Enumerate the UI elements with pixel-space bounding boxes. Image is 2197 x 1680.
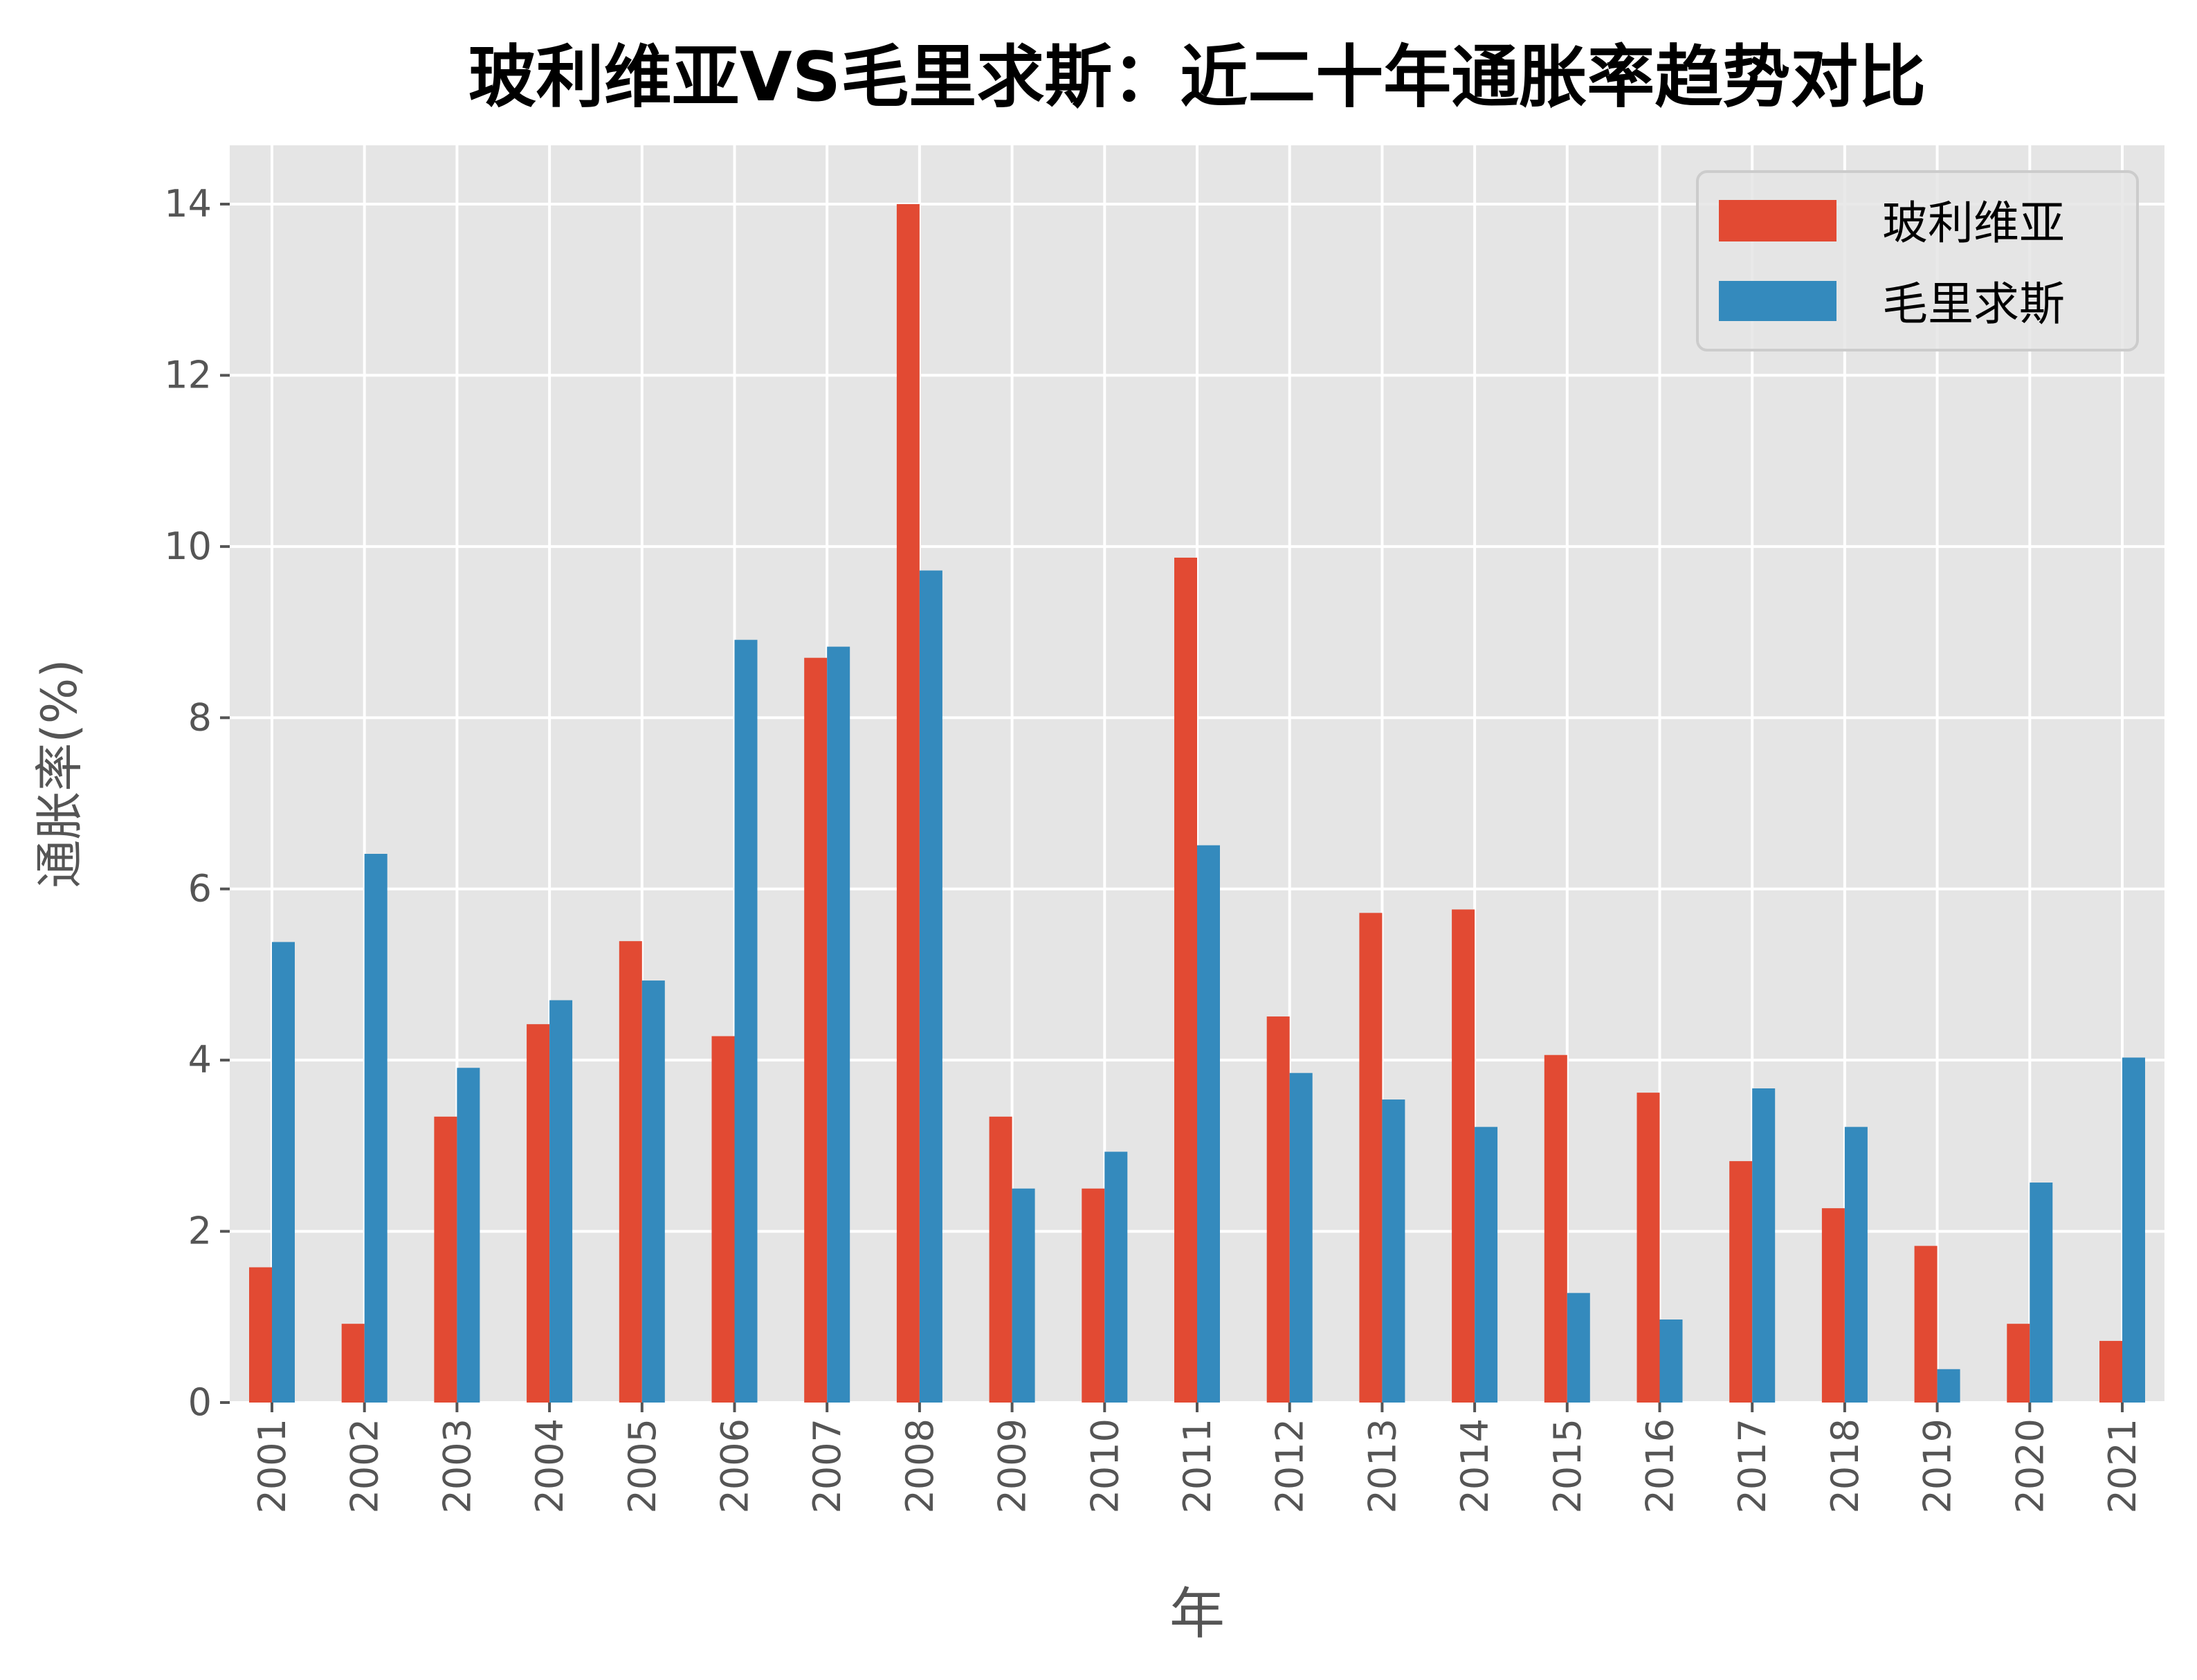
x-tick-label: 2001 — [250, 1418, 294, 1513]
bar-bolivia-2004 — [527, 1024, 550, 1403]
bar-bolivia-2014 — [1452, 909, 1475, 1403]
bar-bolivia-2007 — [804, 657, 828, 1403]
y-tick-label: 8 — [188, 695, 212, 739]
x-tick-label: 2003 — [435, 1418, 479, 1513]
x-tick-label: 2012 — [1268, 1418, 1312, 1513]
bar-bolivia-2001 — [249, 1267, 272, 1403]
legend-label-bolivia: 玻利维亚 — [1882, 197, 2065, 250]
chart-title: 玻利维亚VS毛里求斯：近二十年通胀率趋势对比 — [468, 38, 1926, 117]
bar-bolivia-2011 — [1174, 557, 1197, 1403]
bar-bolivia-2003 — [434, 1116, 457, 1403]
x-tick-label: 2018 — [1823, 1418, 1867, 1513]
bar-bolivia-2005 — [619, 941, 642, 1403]
bar-mauritius-2013 — [1382, 1099, 1405, 1403]
bar-bolivia-2012 — [1266, 1016, 1290, 1403]
x-tick-label: 2011 — [1176, 1418, 1219, 1513]
bar-bolivia-2010 — [1082, 1188, 1105, 1403]
bar-mauritius-2012 — [1289, 1072, 1313, 1403]
bar-mauritius-2015 — [1567, 1293, 1590, 1403]
x-tick-label: 2008 — [898, 1418, 942, 1513]
y-tick-label: 10 — [164, 524, 212, 568]
bar-bolivia-2002 — [341, 1324, 365, 1403]
y-tick-label: 12 — [164, 353, 212, 396]
bar-mauritius-2008 — [919, 570, 942, 1403]
x-tick-label: 2016 — [1639, 1418, 1682, 1513]
x-axis-label: 年 — [1169, 1582, 1225, 1646]
bar-mauritius-2014 — [1475, 1126, 1498, 1403]
axes: 0 2 4 6 8 10 12 14 2001 2002 2003 2004 2005 2006 2007 2… — [164, 182, 2144, 1513]
bar-bolivia-2016 — [1637, 1093, 1660, 1403]
legend-swatch-bolivia — [1719, 200, 1836, 241]
bar-bolivia-2018 — [1821, 1208, 1845, 1403]
bar-mauritius-2009 — [1012, 1188, 1035, 1403]
legend-label-mauritius: 毛里求斯 — [1882, 277, 2065, 331]
bar-mauritius-2021 — [2122, 1057, 2145, 1403]
x-tick-label: 2019 — [1916, 1418, 1960, 1513]
y-tick-label: 4 — [188, 1038, 212, 1081]
bar-mauritius-2007 — [827, 646, 850, 1403]
x-tick-label: 2009 — [991, 1418, 1034, 1513]
x-tick-label: 2002 — [343, 1418, 387, 1513]
bar-bolivia-2013 — [1359, 913, 1383, 1403]
bar-mauritius-2018 — [1844, 1126, 1868, 1403]
y-tick-label: 6 — [188, 867, 212, 911]
x-tick-label: 2021 — [2101, 1418, 2144, 1513]
bar-bolivia-2021 — [2099, 1340, 2122, 1403]
bar-mauritius-2011 — [1197, 845, 1220, 1403]
bar-mauritius-2004 — [549, 1000, 573, 1403]
bars — [249, 204, 2145, 1403]
bar-mauritius-2010 — [1104, 1151, 1128, 1403]
bar-mauritius-2005 — [641, 980, 665, 1403]
x-tick-label: 2005 — [621, 1418, 664, 1513]
x-tick-label: 2014 — [1453, 1418, 1497, 1513]
y-tick-label: 0 — [188, 1380, 212, 1424]
bar-mauritius-2016 — [1659, 1319, 1683, 1403]
bar-bolivia-2019 — [1914, 1245, 1938, 1403]
x-tick-label: 2015 — [1546, 1418, 1589, 1513]
bar-bolivia-2006 — [711, 1036, 735, 1403]
x-tick-label: 2007 — [805, 1418, 849, 1513]
x-tick-label: 2006 — [713, 1418, 757, 1513]
y-tick-label: 2 — [188, 1209, 212, 1253]
bar-mauritius-2019 — [1937, 1369, 1960, 1403]
x-tick-label: 2004 — [528, 1418, 572, 1513]
bar-mauritius-2002 — [364, 853, 388, 1403]
bar-mauritius-2020 — [2030, 1183, 2053, 1403]
bar-bolivia-2015 — [1544, 1054, 1567, 1403]
bar-bolivia-2020 — [2007, 1324, 2030, 1403]
legend-swatch-mauritius — [1719, 281, 1836, 321]
bar-mauritius-2003 — [457, 1068, 480, 1403]
bar-bolivia-2009 — [989, 1116, 1012, 1403]
x-tick-label: 2013 — [1360, 1418, 1404, 1513]
bar-mauritius-2017 — [1752, 1088, 1776, 1403]
bar-mauritius-2006 — [734, 639, 758, 1403]
x-tick-label: 2017 — [1731, 1418, 1774, 1513]
x-tick-label: 2020 — [2008, 1418, 2052, 1513]
y-axis-label: 通胀率(%) — [31, 659, 88, 888]
bar-mauritius-2001 — [272, 942, 295, 1403]
y-tick-label: 14 — [164, 182, 212, 226]
bar-bolivia-2017 — [1729, 1161, 1753, 1403]
bar-bolivia-2008 — [896, 204, 920, 1403]
legend: 玻利维亚 毛里求斯 — [1696, 170, 2139, 351]
x-tick-label: 2010 — [1083, 1418, 1127, 1513]
